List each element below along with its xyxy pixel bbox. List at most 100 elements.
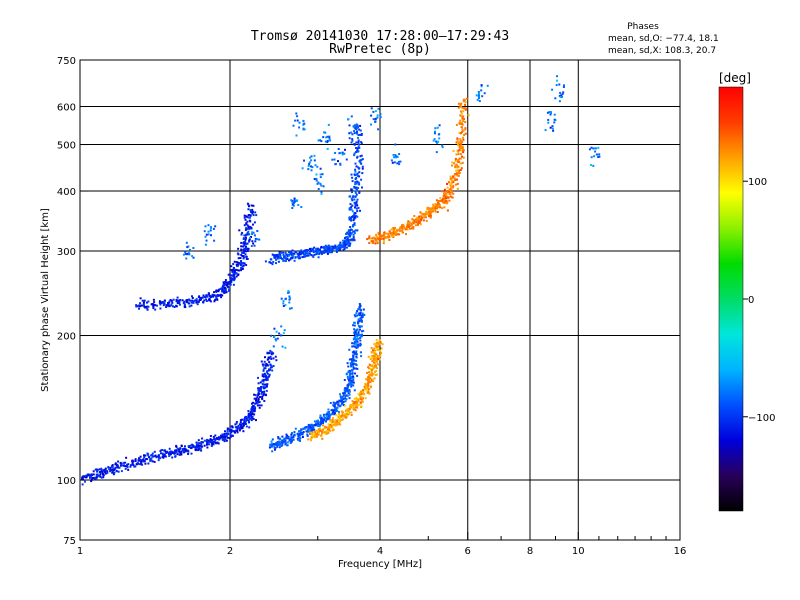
data-point <box>357 141 360 144</box>
data-point <box>360 335 362 338</box>
data-point <box>231 434 234 437</box>
data-point <box>453 177 456 180</box>
data-point <box>310 429 313 432</box>
data-point <box>230 265 233 268</box>
data-point <box>483 92 486 95</box>
data-point <box>163 449 166 452</box>
data-point <box>327 408 330 411</box>
data-point <box>226 432 228 435</box>
data-point <box>184 450 187 453</box>
data-point <box>210 300 212 303</box>
data-point <box>355 173 358 176</box>
data-point <box>286 258 289 260</box>
data-point <box>270 357 273 360</box>
data-point <box>406 228 409 231</box>
data-point <box>350 173 353 176</box>
data-point <box>365 389 368 392</box>
data-point <box>330 424 333 427</box>
data-point <box>420 212 423 215</box>
data-point <box>214 434 217 437</box>
data-point <box>432 207 435 210</box>
data-point <box>370 347 373 349</box>
data-point <box>454 159 457 162</box>
data-point <box>597 153 600 156</box>
data-point <box>223 439 226 441</box>
data-point <box>562 91 565 94</box>
data-point <box>456 182 459 185</box>
data-point <box>354 190 357 193</box>
data-point <box>158 300 161 303</box>
data-point <box>374 242 377 245</box>
data-point <box>334 163 337 165</box>
data-point <box>464 101 467 104</box>
data-point <box>296 119 299 122</box>
data-point <box>317 430 320 433</box>
data-point <box>188 298 191 301</box>
data-point <box>266 372 269 375</box>
data-point <box>366 389 369 392</box>
data-point <box>175 300 178 303</box>
data-point <box>356 150 359 153</box>
data-point <box>81 477 83 480</box>
data-point <box>310 169 313 172</box>
data-point <box>355 177 358 179</box>
data-point <box>420 215 423 218</box>
data-point <box>118 466 121 469</box>
data-point <box>263 367 266 370</box>
data-point <box>221 289 224 292</box>
data-point <box>453 174 456 177</box>
data-point <box>360 142 363 145</box>
data-point <box>351 368 353 371</box>
data-point <box>457 165 460 168</box>
data-point <box>179 299 182 301</box>
data-point <box>277 260 280 263</box>
data-point <box>449 187 452 190</box>
data-point <box>209 435 212 437</box>
data-point <box>356 335 359 338</box>
data-point <box>215 297 218 299</box>
data-point <box>462 129 465 132</box>
data-point <box>176 302 179 304</box>
data-point <box>268 352 271 354</box>
data-point <box>194 449 197 452</box>
data-point <box>185 241 188 244</box>
data-point <box>241 265 244 268</box>
data-point <box>278 446 281 449</box>
data-point <box>322 422 325 424</box>
data-point <box>284 437 287 440</box>
data-point <box>303 122 306 125</box>
data-point <box>162 301 165 304</box>
data-point <box>235 263 238 266</box>
data-point <box>442 197 445 200</box>
data-point <box>424 214 427 217</box>
data-point <box>374 363 377 366</box>
data-point <box>462 156 465 159</box>
data-point <box>353 359 356 362</box>
data-point <box>279 255 282 258</box>
data-point <box>178 300 181 303</box>
data-point <box>446 183 449 185</box>
data-point <box>268 261 271 264</box>
data-point <box>350 219 353 222</box>
data-point <box>480 89 483 92</box>
data-point <box>136 305 139 308</box>
data-point <box>359 328 361 331</box>
data-point <box>356 215 359 218</box>
data-point <box>449 175 452 178</box>
data-point <box>377 363 379 366</box>
data-point <box>254 407 257 410</box>
data-point <box>359 124 362 127</box>
data-point <box>262 363 265 366</box>
data-point <box>325 426 328 429</box>
data-point <box>250 204 253 207</box>
data-point <box>271 253 274 256</box>
data-point <box>346 241 349 244</box>
x-tick-label: 8 <box>527 546 533 557</box>
data-point <box>359 314 361 317</box>
data-point <box>264 356 266 359</box>
data-point <box>450 182 453 185</box>
data-point <box>221 288 224 291</box>
data-point <box>358 175 361 178</box>
data-point <box>377 107 380 110</box>
data-point <box>378 236 381 239</box>
